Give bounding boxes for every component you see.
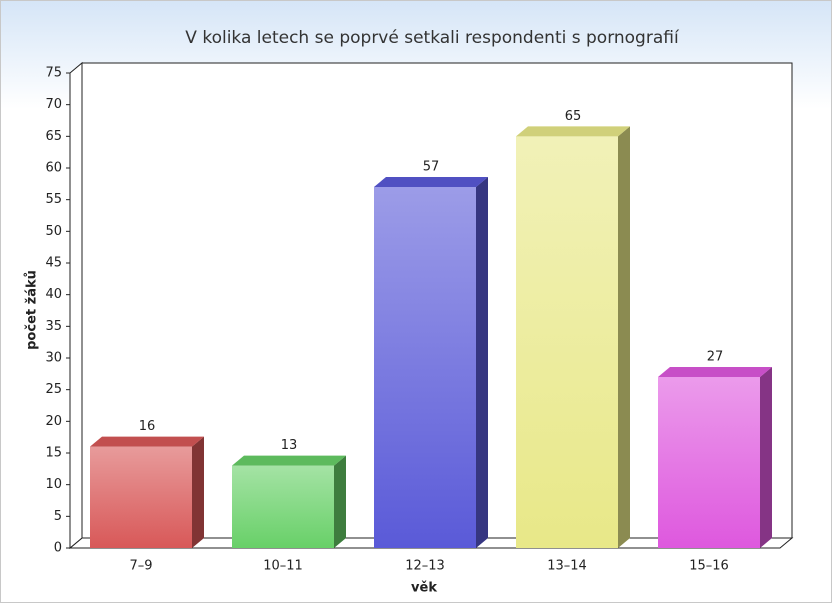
bar-top [90,436,204,447]
data-label: 16 [139,419,156,434]
y-tick-label: 30 [45,351,62,366]
bar-top-shade [90,436,204,447]
y-tick-label: 50 [45,224,62,239]
x-tick-label: 7–9 [129,559,152,574]
y-axis-title: počet žáků [25,270,40,350]
y-tick-label: 60 [45,161,62,176]
bar [658,377,760,548]
bar-side [618,126,630,548]
bar [374,187,476,548]
y-tick-label: 35 [45,319,62,334]
y-tick-label: 20 [45,414,62,429]
bar-side [760,367,772,548]
bar [232,465,334,548]
bar-side [476,177,488,548]
bar [516,136,618,549]
y-tick-label: 10 [45,477,62,492]
bar-top-shade [516,126,630,137]
y-tick-label: 5 [54,509,62,524]
x-tick-label: 12–13 [405,559,445,574]
x-tick-label: 10–11 [263,559,303,574]
bar [90,446,192,548]
y-tick-label: 15 [45,446,62,461]
bar-top [232,455,346,466]
bar-top-shade [658,367,772,377]
y-tick-label: 0 [54,541,62,556]
data-label: 27 [707,350,724,365]
bar-side [192,436,204,548]
y-tick-label: 45 [45,256,62,271]
x-tick-label: 15–16 [689,559,729,574]
bar-top [516,126,630,137]
bar-side [334,455,346,548]
bar-top-shade [232,455,346,466]
bar-side-shade [618,126,630,548]
plot-left-wall [69,61,83,550]
x-axis-title: věk [411,581,437,596]
y-tick-label: 70 [45,97,62,112]
bar-top [374,177,488,187]
y-tick-label: 25 [45,382,62,397]
bar-side-shade [192,436,204,548]
bar-side-shade [760,367,772,548]
y-tick-label: 40 [45,287,62,302]
bar-side-shade [334,455,346,548]
y-tick-label: 55 [45,192,62,207]
data-label: 57 [423,160,440,175]
bar-side-shade [476,177,488,548]
y-tick-label: 75 [45,66,62,81]
data-label: 13 [281,438,298,453]
x-tick-label: 13–14 [547,559,587,574]
data-label: 65 [565,109,582,124]
bar-top-shade [374,177,488,187]
chart-title: V kolika letech se poprvé setkali respon… [185,28,680,48]
bar-top [658,367,772,377]
y-tick-label: 65 [45,129,62,144]
